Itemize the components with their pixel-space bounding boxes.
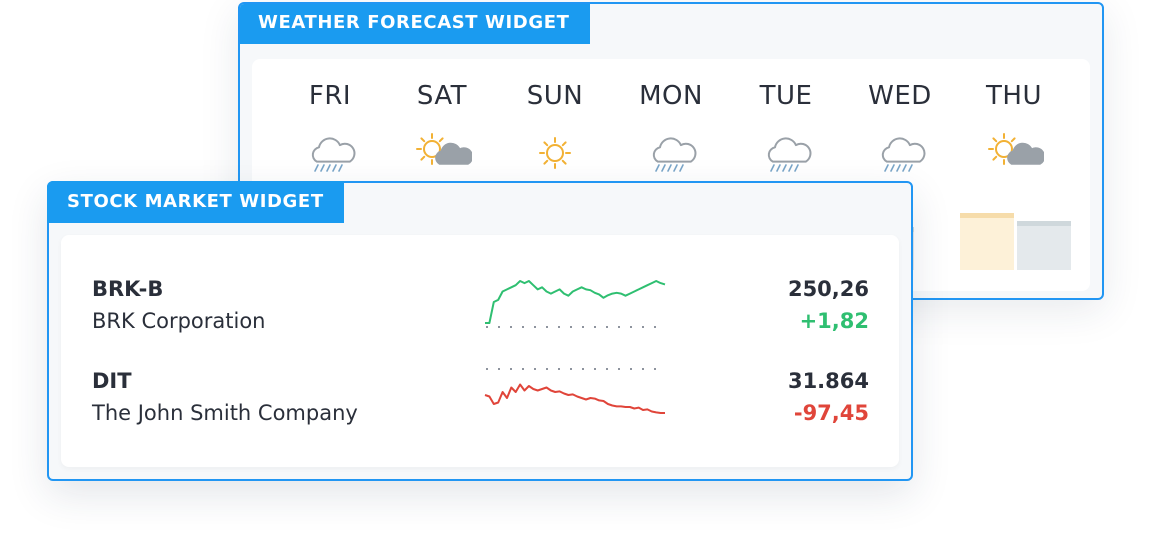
stock-sparkline-brk-b	[485, 280, 666, 328]
sparkline-baseline-dot	[642, 326, 644, 328]
sparkline-baseline-dot	[498, 368, 500, 370]
sparkline-baseline-dot	[558, 368, 560, 370]
day-label-wed: WED	[868, 81, 932, 111]
rain-cloud-icon	[311, 137, 356, 172]
sparkline-baseline-dot	[618, 368, 620, 370]
day-label-tue: TUE	[759, 81, 813, 111]
sparkline-baseline-dot	[522, 326, 524, 328]
sparkline-baseline-dot	[618, 326, 620, 328]
sparkline-baseline-dot	[546, 368, 548, 370]
sparkline-baseline-dot	[594, 368, 596, 370]
sparkline-baseline-dot	[630, 368, 632, 370]
stock-row-brk-b[interactable]: BRK-B BRK Corporation 250,26 +1,82	[61, 277, 899, 347]
day-label-thu: THU	[986, 81, 1042, 111]
sparkline-baseline-dot	[606, 368, 608, 370]
sparkline-baseline-dot	[522, 368, 524, 370]
sparkline-baseline-dot	[630, 326, 632, 328]
rain-cloud-icon	[652, 137, 697, 172]
temp-bar-thu	[1017, 224, 1071, 270]
sparkline-baseline-dot	[498, 326, 500, 328]
stock-price: 31.864	[787, 369, 869, 393]
partly-cloudy-icon	[416, 133, 472, 165]
stock-change: -97,45	[793, 401, 869, 425]
sparkline-series	[485, 280, 666, 324]
sparkline-baseline-dot	[486, 326, 488, 328]
sparkline-series	[484, 383, 665, 414]
sparkline-baseline-dot	[594, 326, 596, 328]
sparkline-baseline-dot	[534, 326, 536, 328]
day-label-fri: FRI	[308, 81, 352, 111]
temp-bar-thu-top	[1017, 221, 1071, 226]
day-label-mon: MON	[639, 81, 703, 111]
stock-ticker: BRK-B	[92, 277, 164, 301]
stock-price: 250,26	[787, 277, 869, 301]
weather-widget-title: WEATHER FORECAST WIDGET	[240, 4, 590, 44]
temp-bar-wed	[960, 216, 1014, 270]
partly-cloudy-icon	[988, 133, 1044, 165]
stock-company: The John Smith Company	[92, 401, 358, 425]
day-label-sun: SUN	[526, 81, 584, 111]
stock-widget-title: STOCK MARKET WIDGET	[47, 181, 344, 223]
rain-cloud-icon	[767, 137, 812, 172]
sparkline-baseline-dot	[546, 326, 548, 328]
sparkline-baseline-dot	[654, 326, 656, 328]
sparkline-baseline-dot	[570, 368, 572, 370]
sparkline-baseline-dot	[582, 326, 584, 328]
sun-icon	[539, 137, 571, 169]
day-label-sat: SAT	[416, 81, 468, 111]
stock-list-panel: BRK-B BRK Corporation 250,26 +1,82 DIT T…	[61, 235, 899, 467]
rain-cloud-icon	[881, 137, 926, 172]
sparkline-baseline-dot	[558, 326, 560, 328]
stock-sparkline-dit	[484, 368, 665, 414]
stock-market-widget: STOCK MARKET WIDGET BRK-B BRK Corporatio…	[47, 181, 913, 481]
stock-row-dit[interactable]: DIT The John Smith Company 31.864 -97,45	[61, 368, 899, 439]
sparkline-baseline-dot	[534, 368, 536, 370]
sparkline-baseline-dot	[582, 368, 584, 370]
stock-company: BRK Corporation	[92, 309, 266, 333]
sparkline-baseline-dot	[486, 368, 488, 370]
sparkline-baseline-dot	[654, 368, 656, 370]
sparkline-baseline-dot	[510, 368, 512, 370]
sparkline-baseline-dot	[510, 326, 512, 328]
sparkline-baseline-dot	[570, 326, 572, 328]
sparkline-baseline-dot	[642, 368, 644, 370]
temp-bar-wed-top	[960, 213, 1014, 218]
stock-change: +1,82	[799, 309, 869, 333]
sparkline-baseline-dot	[606, 326, 608, 328]
stock-ticker: DIT	[92, 369, 132, 393]
